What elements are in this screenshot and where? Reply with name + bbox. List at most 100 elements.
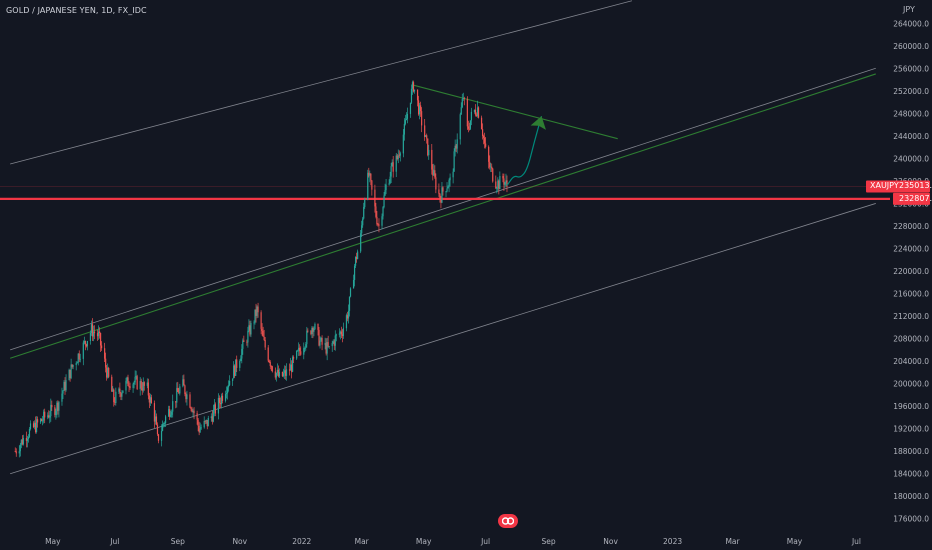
- candle-body: [390, 166, 392, 177]
- candle-body: [381, 216, 383, 226]
- price-tick-label: 192000.0: [893, 425, 929, 434]
- price-tick-label: 188000.0: [893, 447, 929, 456]
- time-axis[interactable]: May Jul Sep Nov 2022 Mar May Jul Sep Nov 2023 Mar Ma…: [0, 533, 932, 550]
- candle-body: [61, 393, 63, 402]
- overlay-layer: [506, 116, 546, 186]
- price-tick-label: 248000.0: [893, 109, 929, 118]
- candle-body: [22, 438, 24, 445]
- candle-body: [289, 364, 292, 371]
- candle-body: [276, 369, 278, 374]
- time-tick-label: Sep: [542, 537, 556, 546]
- candle-body: [172, 401, 174, 412]
- last-price-tag: 235013.7: [899, 181, 932, 191]
- candle-body: [82, 342, 84, 359]
- candle-body: [495, 181, 497, 189]
- candle-body: [118, 388, 120, 392]
- candle-body: [184, 385, 186, 395]
- tradingview-logo-icon[interactable]: [498, 514, 518, 528]
- candle-body: [20, 439, 22, 445]
- price-tick-label: 196000.0: [893, 402, 929, 411]
- candle-body: [376, 216, 378, 225]
- candle-body: [186, 394, 188, 400]
- candle-body: [161, 424, 164, 431]
- candle-body: [399, 153, 401, 156]
- candle-body: [133, 382, 135, 385]
- time-tick-label: Mar: [725, 537, 740, 546]
- candle-body: [113, 389, 115, 403]
- candle-body: [488, 146, 490, 162]
- candle-body: [146, 382, 148, 386]
- candle-body: [85, 344, 87, 347]
- price-axis[interactable]: 264000.0 260000.0 256000.0 252000.0 248000.0…: [866, 0, 932, 550]
- candle-body: [404, 120, 406, 124]
- candle-body: [75, 363, 77, 366]
- candle-body: [288, 369, 291, 371]
- candle-body: [370, 173, 372, 181]
- candle-body: [205, 419, 207, 422]
- candle-body: [300, 351, 302, 355]
- candle-body: [462, 98, 464, 100]
- candle-body: [312, 327, 314, 332]
- candle-body: [299, 347, 301, 352]
- candle-body: [362, 218, 364, 226]
- candle-body: [348, 296, 351, 311]
- candle-body: [349, 288, 352, 297]
- price-tick-label: 212000.0: [893, 312, 929, 321]
- candle-body: [126, 377, 128, 381]
- time-tick-label: 2022: [292, 537, 311, 546]
- candle-body: [221, 395, 224, 401]
- candle-body: [54, 407, 56, 415]
- candle-body: [70, 364, 72, 379]
- candle-body: [453, 151, 455, 172]
- candle-body: [41, 418, 43, 421]
- candle-body: [357, 251, 359, 260]
- candle-body: [416, 89, 419, 101]
- candle-body: [463, 98, 465, 99]
- candle-body: [369, 173, 371, 176]
- candle-body: [77, 353, 79, 363]
- candle-body: [125, 380, 127, 391]
- candle-body: [306, 330, 308, 345]
- candle-body: [305, 344, 307, 348]
- candle-body: [320, 338, 322, 341]
- candle-body: [218, 397, 221, 403]
- candle-body: [317, 323, 319, 330]
- candle-body: [374, 189, 376, 207]
- candle-body: [104, 348, 106, 359]
- green-support-line: [9, 73, 876, 359]
- candle-body: [51, 404, 53, 408]
- candle-body: [96, 333, 99, 337]
- candle-body: [435, 177, 437, 190]
- candle-body: [497, 180, 499, 189]
- candle-body: [499, 175, 501, 190]
- candle-body: [389, 176, 391, 184]
- candle-body: [235, 359, 237, 376]
- candle-body: [506, 180, 508, 187]
- candle-body: [356, 256, 358, 260]
- time-tick-label: Jul: [109, 537, 119, 546]
- candle-body: [27, 436, 30, 439]
- candle-body: [483, 135, 485, 138]
- candle-body: [189, 394, 191, 408]
- symbol-label-tag: XAUJPY: [870, 181, 899, 191]
- candle-body: [213, 404, 215, 410]
- candle-body: [28, 428, 31, 437]
- candle-body: [91, 324, 94, 337]
- candle-body: [403, 123, 405, 135]
- candle-body: [204, 421, 206, 422]
- candle-body: [327, 342, 329, 347]
- candle-body: [326, 342, 328, 354]
- lower-channel-line: [10, 203, 876, 475]
- candle-body: [367, 172, 369, 200]
- candle-body: [36, 419, 39, 423]
- candle-body: [147, 382, 149, 396]
- projection-arrow-head: [530, 116, 546, 130]
- candle-body: [65, 380, 67, 391]
- candle-body: [307, 330, 309, 332]
- candle-body: [342, 328, 345, 336]
- candle-body: [229, 380, 231, 386]
- candle-body: [304, 347, 306, 349]
- candle-body: [283, 370, 286, 374]
- candle-body: [165, 416, 167, 424]
